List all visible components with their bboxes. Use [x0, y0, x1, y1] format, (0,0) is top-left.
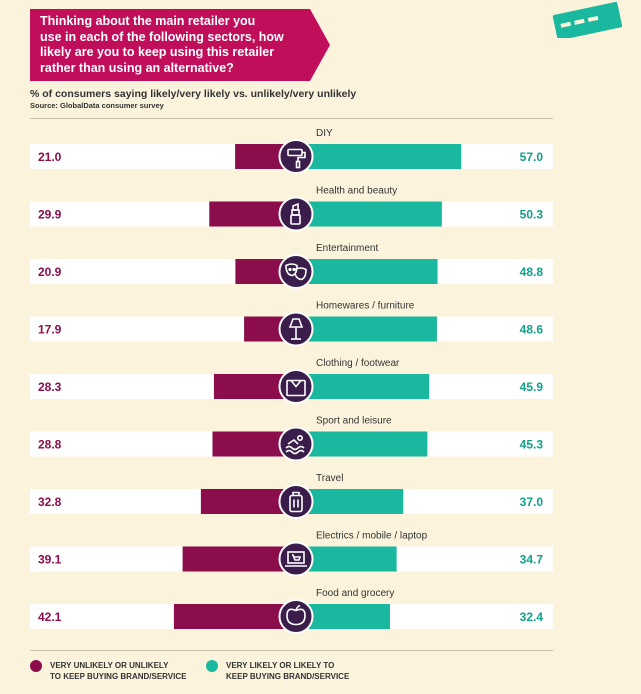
chart-source: Source: GlobalData consumer survey — [30, 101, 164, 110]
value-label-likely: 48.8 — [520, 265, 544, 279]
top-rule — [30, 118, 553, 119]
bar-unlikely — [173, 604, 296, 629]
category-label: Health and beauty — [316, 186, 397, 197]
icon-circle — [278, 541, 314, 577]
chart-title: Thinking about the main retailer you use… — [40, 14, 284, 75]
bottom-rule — [30, 650, 553, 651]
bar-likely — [296, 374, 430, 399]
lipstick-icon — [290, 202, 301, 225]
value-label-likely: 32.4 — [520, 610, 544, 624]
value-label-likely: 57.0 — [520, 150, 544, 164]
floor-lamp-icon — [288, 318, 304, 340]
suitcase-icon — [289, 491, 303, 513]
laptop-cart-icon — [285, 551, 307, 567]
bar-likely — [296, 489, 404, 514]
icon-circle — [278, 196, 314, 232]
category-label: DIY — [316, 128, 333, 139]
legend-label-unlikely: VERY UNLIKELY OR UNLIKELY TO KEEP BUYING… — [50, 661, 187, 681]
value-label-unlikely: 29.9 — [38, 208, 62, 222]
category-label: Homewares / furniture — [316, 301, 415, 312]
legend-swatch-likely — [206, 660, 218, 672]
legend-swatch-unlikely — [30, 660, 42, 672]
bar-likely — [296, 431, 428, 457]
value-label-likely: 45.9 — [520, 380, 544, 394]
value-label-unlikely: 32.8 — [38, 495, 62, 509]
value-label-likely: 45.3 — [520, 438, 544, 452]
credit-card-icon — [552, 1, 623, 38]
value-label-unlikely: 28.3 — [38, 380, 62, 394]
value-label-likely: 37.0 — [520, 495, 544, 509]
legend-label-likely: VERY LIKELY OR LIKELY TO KEEP BUYING BRA… — [226, 661, 350, 681]
icon-circle — [278, 426, 314, 462]
value-label-likely: 48.6 — [520, 323, 544, 337]
category-label: Travel — [316, 473, 343, 484]
value-label-unlikely: 28.8 — [38, 438, 62, 452]
value-label-likely: 50.3 — [520, 208, 544, 222]
apple-icon — [286, 604, 306, 626]
value-label-unlikely: 20.9 — [38, 265, 62, 279]
bar-likely — [296, 144, 462, 169]
bar-likely — [296, 316, 437, 342]
value-label-unlikely: 21.0 — [38, 150, 62, 164]
clothing-box-icon — [286, 379, 306, 397]
category-label: Clothing / footwear — [316, 358, 400, 369]
value-label-unlikely: 39.1 — [38, 553, 62, 567]
chart-subtitle: % of consumers saying likely/very likely… — [30, 88, 357, 100]
bar-unlikely — [182, 546, 296, 572]
icon-circle — [278, 484, 314, 519]
value-label-unlikely: 17.9 — [38, 323, 62, 337]
value-label-unlikely: 42.1 — [38, 610, 62, 624]
category-label: Entertainment — [316, 243, 378, 254]
title-banner-arrow — [310, 9, 330, 81]
theatre-masks-icon — [285, 263, 307, 281]
swimming-icon — [285, 435, 305, 455]
icon-circle — [278, 139, 314, 174]
category-label: Food and grocery — [316, 588, 394, 599]
title-banner — [30, 9, 310, 81]
paint-roller-icon — [287, 148, 306, 169]
category-label: Sport and leisure — [316, 416, 392, 427]
category-label: Electrics / mobile / laptop — [316, 531, 428, 542]
bar-likely — [296, 201, 442, 227]
bar-likely — [296, 259, 438, 284]
icon-circle — [278, 599, 314, 634]
value-label-likely: 34.7 — [520, 553, 544, 567]
